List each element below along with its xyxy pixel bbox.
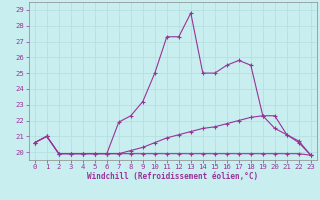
X-axis label: Windchill (Refroidissement éolien,°C): Windchill (Refroidissement éolien,°C) [87, 172, 258, 181]
